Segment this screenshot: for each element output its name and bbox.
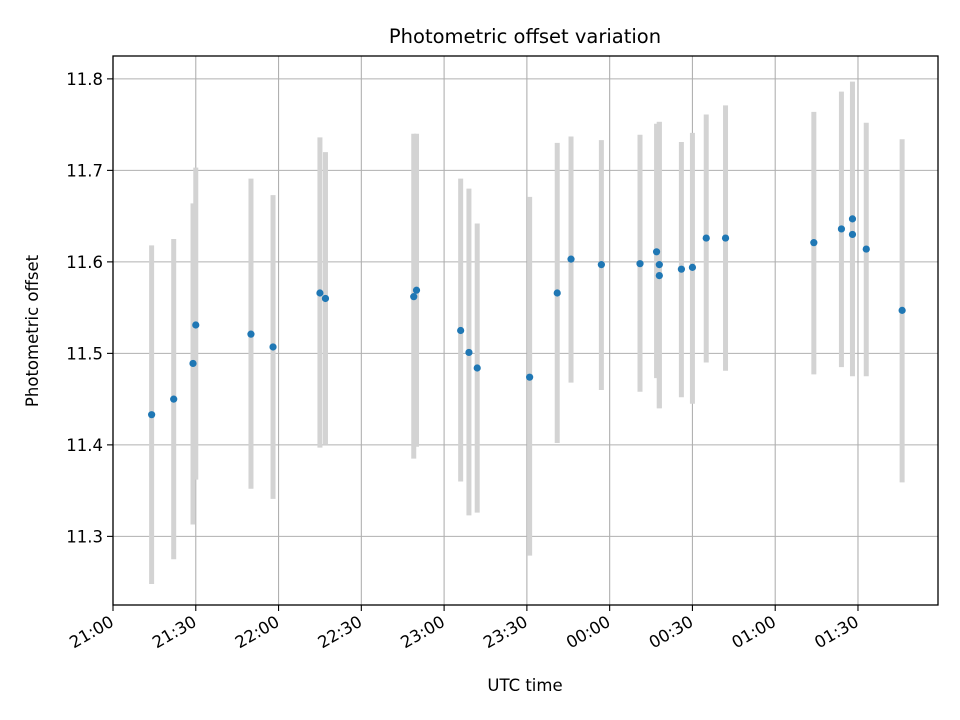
data-point [702,234,710,242]
y-tick-label: 11.7 [66,161,103,180]
data-point [652,248,661,256]
data-point [898,306,906,314]
y-tick-label: 11.4 [66,436,103,455]
data-point [862,245,870,253]
data-point [837,225,846,233]
data-point [810,239,818,247]
data-point [170,395,178,403]
data-point [321,294,330,303]
y-tick-label: 11.3 [66,527,103,546]
plot-frame [112,55,939,606]
y-axis-label: Photometric offset [23,254,42,407]
data-point [465,348,473,357]
chart-title: Photometric offset variation [389,25,661,48]
data-point [688,263,697,271]
data-point [412,286,421,294]
x-axis-label: UTC time [487,676,562,695]
data-point [677,265,685,273]
data-point [655,272,663,280]
data-point [526,373,534,381]
data-point [597,261,605,269]
data-point [567,255,575,263]
data-points [148,215,906,419]
data-point [189,359,197,368]
data-point [721,234,730,242]
data-point [636,260,644,268]
data-point [410,293,418,301]
data-point [553,289,561,297]
y-tick-label: 11.6 [66,253,103,272]
data-point [247,330,255,338]
data-point [655,261,663,269]
data-point [848,215,857,223]
data-point [316,289,324,297]
data-point [457,326,465,335]
data-point [148,411,156,419]
y-tick-label: 11.5 [66,344,103,363]
y-axis-ticks: 11.3 11.4 11.5 11.6 11.7 11.8 [66,70,113,546]
data-point [848,230,857,239]
y-tick-label: 11.8 [66,70,103,89]
data-point [473,364,481,372]
data-point [269,343,277,351]
data-point [192,321,200,329]
